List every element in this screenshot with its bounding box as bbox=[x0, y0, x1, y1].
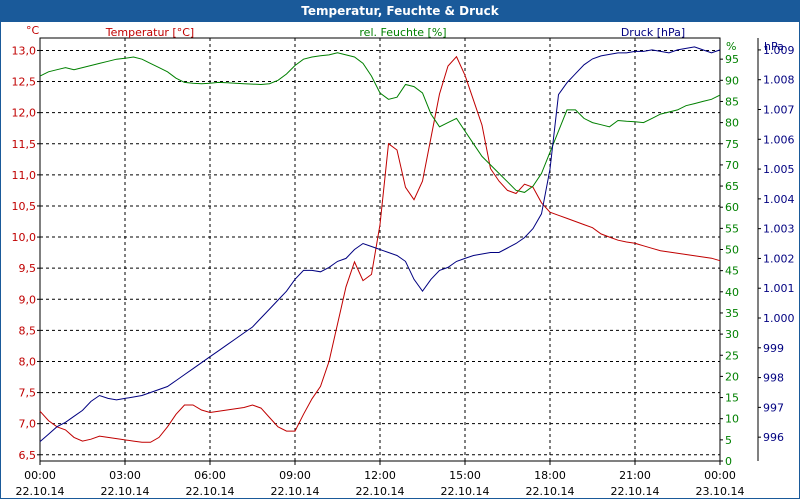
humidity-tick-label: 45 bbox=[725, 265, 739, 278]
x-tick-label-date: 22.10.14 bbox=[356, 485, 405, 498]
humidity-tick-label: 35 bbox=[725, 307, 739, 320]
temp-tick-label: 12,5 bbox=[12, 76, 37, 89]
x-tick-label-date: 23.10.14 bbox=[696, 485, 745, 498]
pressure-tick-label: 1.000 bbox=[763, 312, 795, 325]
x-tick-label-date: 22.10.14 bbox=[101, 485, 150, 498]
pressure-tick-label: 1.009 bbox=[763, 44, 795, 57]
temp-tick-label: 13,0 bbox=[12, 44, 37, 57]
pressure-tick-label: 1.007 bbox=[763, 103, 795, 116]
humidity-tick-label: 90 bbox=[725, 74, 739, 87]
pressure-unit-label: hPa bbox=[764, 40, 784, 53]
humidity-tick-label: 15 bbox=[725, 392, 739, 405]
temp-tick-label: 6,5 bbox=[19, 449, 37, 462]
temp-tick-label: 12,0 bbox=[12, 107, 37, 120]
humidity-tick-label: 95 bbox=[725, 53, 739, 66]
temp-tick-label: 11,0 bbox=[12, 169, 37, 182]
humidity-tick-label: 40 bbox=[725, 286, 739, 299]
x-tick-label-date: 22.10.14 bbox=[611, 485, 660, 498]
humidity-tick-label: 70 bbox=[725, 159, 739, 172]
humidity-tick-label: 30 bbox=[725, 328, 739, 341]
pressure-tick-label: 998 bbox=[763, 372, 784, 385]
x-tick-label-date: 22.10.14 bbox=[526, 485, 575, 498]
humidity-unit-label: % bbox=[726, 40, 736, 53]
pressure-tick-label: 1.002 bbox=[763, 252, 795, 265]
temp-tick-label: 8,5 bbox=[19, 324, 37, 337]
pressure-tick-label: 1.005 bbox=[763, 163, 795, 176]
x-tick-label-time: 06:00 bbox=[194, 469, 226, 482]
pressure-axis-title: Druck [hPa] bbox=[621, 26, 685, 39]
x-tick-label-time: 09:00 bbox=[279, 469, 311, 482]
temp-tick-label: 10,0 bbox=[12, 231, 37, 244]
series-line-humidity bbox=[39, 52, 721, 193]
temp-tick-label: 8,0 bbox=[19, 355, 37, 368]
pressure-tick-label: 997 bbox=[763, 401, 784, 414]
temp-axis-title: Temperatur [°C] bbox=[105, 26, 194, 39]
chart-title: Temperatur, Feuchte & Druck bbox=[0, 0, 800, 22]
series-line-pressure bbox=[39, 46, 721, 442]
pressure-tick-label: 999 bbox=[763, 342, 784, 355]
humidity-tick-label: 0 bbox=[725, 455, 732, 468]
temp-tick-label: 11,5 bbox=[12, 138, 37, 151]
x-tick-label-date: 22.10.14 bbox=[441, 485, 490, 498]
humidity-tick-label: 10 bbox=[725, 413, 739, 426]
temp-tick-label: 7,5 bbox=[19, 387, 37, 400]
humidity-tick-label: 5 bbox=[725, 434, 732, 447]
pressure-tick-label: 1.001 bbox=[763, 282, 795, 295]
humidity-tick-label: 85 bbox=[725, 95, 739, 108]
x-tick-label-time: 00:00 bbox=[704, 469, 736, 482]
chart-series bbox=[39, 46, 721, 443]
chart-svg: 00:00 22.10.14 03:00 22.10.14 06:00 22.10.14 0… bbox=[12, 24, 795, 498]
temp-tick-label: 9,5 bbox=[19, 262, 37, 275]
pressure-tick-label: 1.006 bbox=[763, 133, 795, 146]
temp-unit-label: °C bbox=[26, 24, 40, 37]
x-tick-label-date: 22.10.14 bbox=[271, 485, 320, 498]
humidity-tick-label: 75 bbox=[725, 138, 739, 151]
humidity-tick-label: 60 bbox=[725, 201, 739, 214]
pressure-tick-label: 1.003 bbox=[763, 223, 795, 236]
humidity-tick-label: 20 bbox=[725, 370, 739, 383]
humidity-tick-label: 25 bbox=[725, 349, 739, 362]
chart-axes: 00:00 22.10.14 03:00 22.10.14 06:00 22.10.14 0… bbox=[12, 24, 795, 498]
series-line-temperature bbox=[39, 55, 721, 443]
humidity-tick-label: 50 bbox=[725, 244, 739, 257]
pressure-tick-label: 996 bbox=[763, 431, 784, 444]
x-tick-label-time: 00:00 bbox=[24, 469, 56, 482]
pressure-tick-label: 1.004 bbox=[763, 193, 795, 206]
x-tick-label-time: 18:00 bbox=[534, 469, 566, 482]
temp-tick-label: 9,0 bbox=[19, 293, 37, 306]
x-tick-label-time: 21:00 bbox=[619, 469, 651, 482]
temp-tick-label: 10,5 bbox=[12, 200, 37, 213]
humidity-tick-label: 55 bbox=[725, 222, 739, 235]
x-tick-label-time: 12:00 bbox=[364, 469, 396, 482]
x-tick-label-date: 22.10.14 bbox=[186, 485, 235, 498]
pressure-tick-label: 1.008 bbox=[763, 74, 795, 87]
x-tick-label-date: 22.10.14 bbox=[16, 485, 65, 498]
x-tick-label-time: 15:00 bbox=[449, 469, 481, 482]
x-tick-label-time: 03:00 bbox=[109, 469, 141, 482]
humidity-axis-title: rel. Feuchte [%] bbox=[359, 26, 446, 39]
humidity-tick-label: 65 bbox=[725, 180, 739, 193]
temp-tick-label: 7,0 bbox=[19, 418, 37, 431]
humidity-tick-label: 80 bbox=[725, 117, 739, 130]
